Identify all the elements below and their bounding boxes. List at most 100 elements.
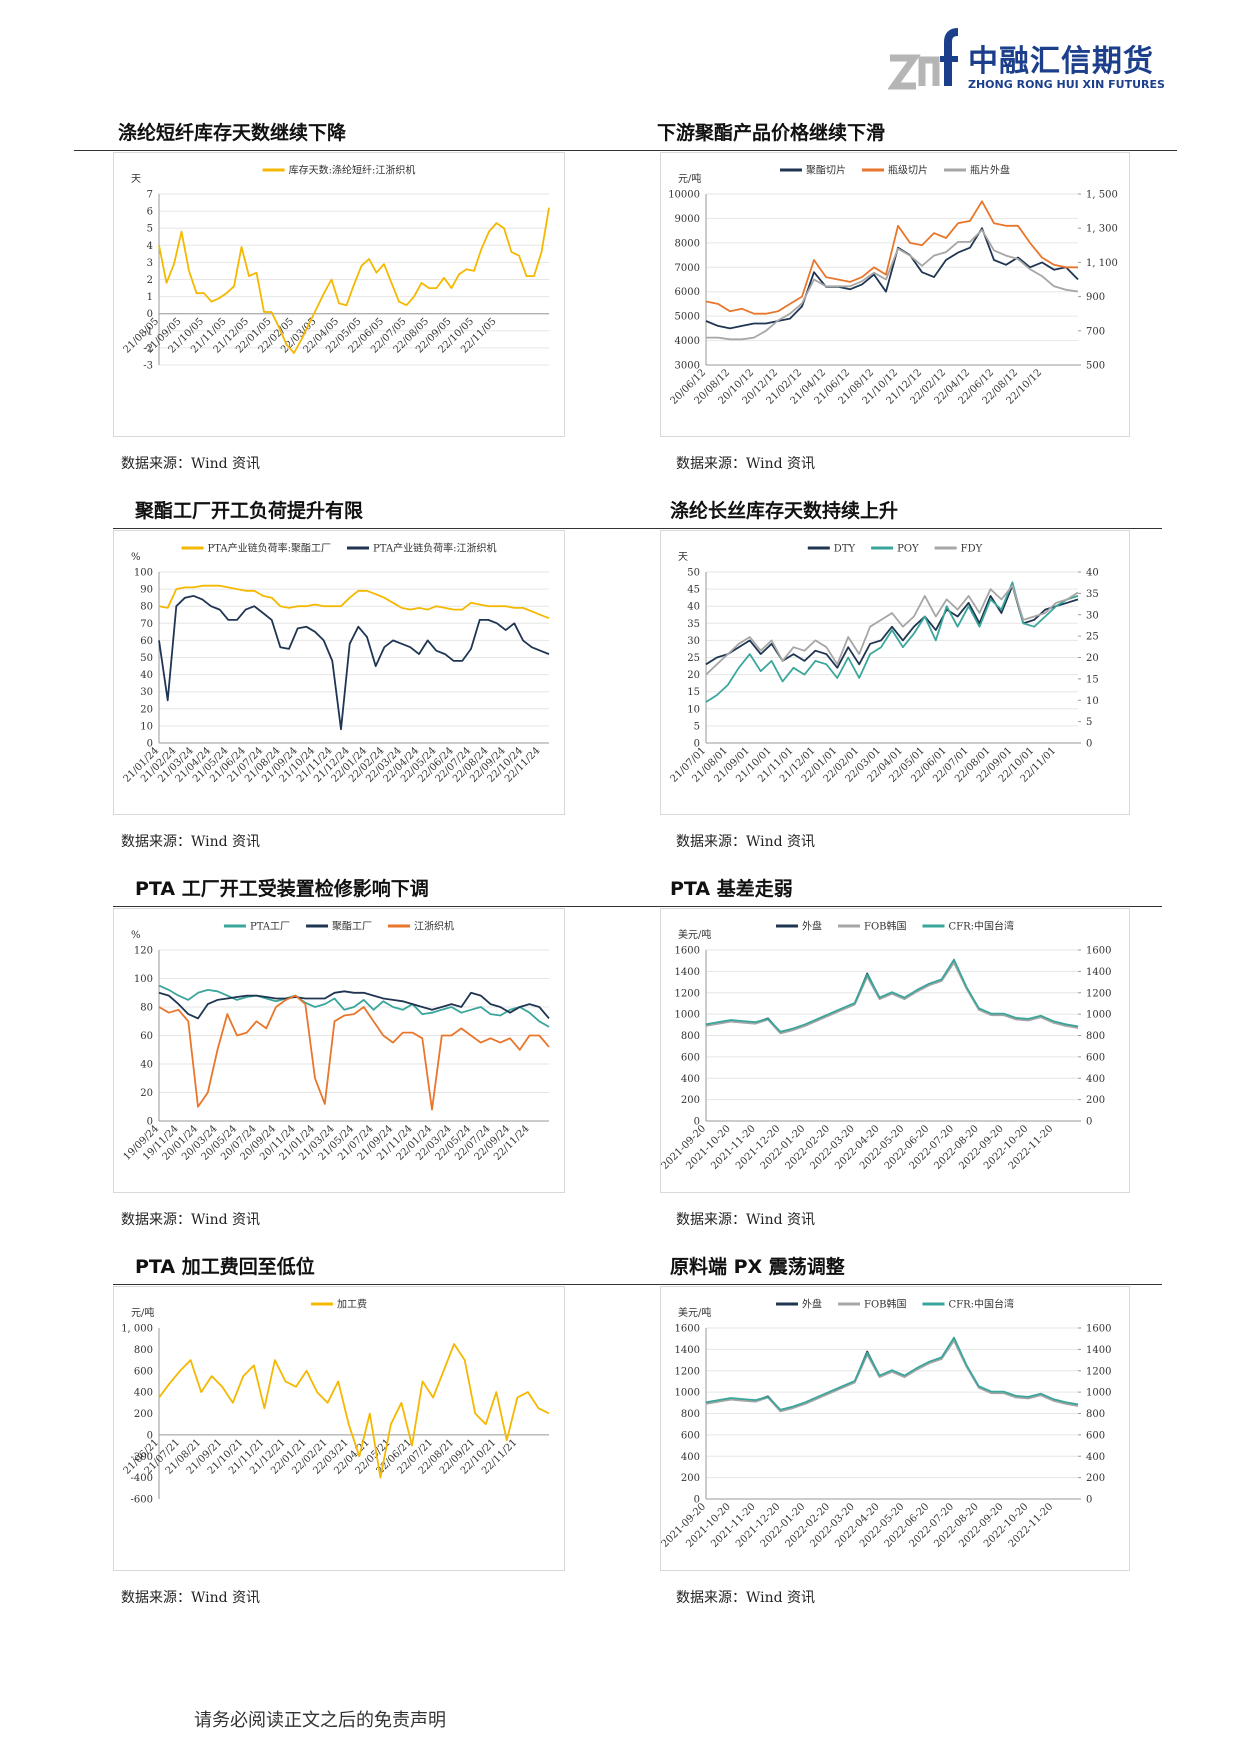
y-tick-label: 600 — [134, 1366, 153, 1377]
section-title: 聚酯工厂开工负荷提升有限 — [135, 500, 364, 522]
y-tick-label: 60 — [140, 636, 153, 647]
y-tick-label: 3000 — [675, 361, 700, 372]
legend-label: FDY — [961, 544, 983, 555]
y2-tick-label: 0 — [1086, 1495, 1092, 1506]
series-line — [158, 994, 550, 1111]
y-unit: % — [131, 930, 141, 941]
legend: 外盘 FOB韩国 CFR:中国台湾 — [776, 920, 1014, 933]
chart-frame — [660, 1286, 1130, 1571]
y-tick-label: 4000 — [675, 336, 700, 347]
series-line — [705, 1336, 1079, 1411]
y-tick-label: 0 — [147, 309, 153, 320]
section-title: PTA 加工费回至低位 — [135, 1256, 315, 1278]
y-tick-label: 1400 — [675, 1345, 700, 1356]
y-tick-label: 9000 — [675, 214, 700, 225]
y-tick-label: 600 — [681, 1430, 700, 1441]
y-tick-label: 1600 — [675, 946, 700, 957]
y-tick-label: 40 — [687, 602, 700, 613]
y-tick-label: 1000 — [675, 1388, 700, 1399]
logo-mark — [888, 28, 958, 90]
series-line — [705, 584, 1079, 669]
y-tick-label: 80 — [140, 602, 153, 613]
y-tick-label: 7 — [147, 190, 153, 201]
y-tick-label: 80 — [140, 1003, 153, 1014]
y-unit: 元/吨 — [678, 172, 701, 185]
y2-tick-label: 0 — [1086, 1117, 1092, 1128]
y-tick-label: -3 — [143, 361, 153, 372]
chart: 天05101520253035404550051015202530354021/… — [660, 530, 1130, 815]
y-tick-label: 25 — [687, 653, 700, 664]
y-tick-label: 10 — [687, 704, 700, 715]
y2-tick-label: 1200 — [1086, 988, 1111, 999]
legend-label: CFR:中国台湾 — [949, 1298, 1015, 1311]
legend: PTA产业链负荷率:聚酯工厂 PTA产业链负荷率:江浙织机 — [181, 542, 496, 555]
y2-tick-label: 5 — [1086, 717, 1092, 728]
source-note: 数据来源：Wind 资讯 — [121, 456, 261, 472]
y-tick-label: 400 — [681, 1074, 700, 1085]
x-tick-label: 2022-11-20 — [1007, 1501, 1056, 1550]
y-tick-label: 50 — [140, 653, 153, 664]
y2-tick-label: 35 — [1086, 589, 1099, 600]
chart-frame — [660, 530, 1130, 815]
legend-label: POY — [897, 544, 919, 555]
series-line — [705, 958, 1079, 1033]
legend: 聚酯切片 瓶级切片 瓶片外盘 — [780, 164, 1010, 177]
logo-f-bar — [940, 56, 958, 62]
y-tick-label: 8000 — [675, 238, 700, 249]
y-tick-label: 1, 000 — [121, 1324, 153, 1335]
series-line — [705, 1339, 1079, 1413]
series-line — [705, 961, 1079, 1035]
legend-label: 库存天数:涤纶短纤:江浙织机 — [289, 164, 416, 177]
y2-tick-label: 800 — [1086, 1409, 1105, 1420]
legend-label: 瓶级切片 — [888, 164, 928, 177]
y2-tick-label: 400 — [1086, 1074, 1105, 1085]
y-tick-label: 70 — [140, 619, 153, 630]
y-tick-label: -200 — [131, 1452, 153, 1463]
y-tick-label: 1000 — [675, 1010, 700, 1021]
chart: 美元/吨 0 200 400 600 800 1000 1200 1400 1600 0 200 400… — [660, 1286, 1130, 1571]
legend-label: 外盘 — [802, 920, 822, 933]
y-unit: % — [131, 552, 141, 563]
y2-tick-label: 500 — [1086, 361, 1105, 372]
y-tick-label: 0 — [694, 739, 700, 750]
y-tick-label: 90 — [140, 585, 153, 596]
y-tick-label: 1 — [147, 292, 153, 303]
y-tick-label: 5000 — [675, 312, 700, 323]
y-tick-label: -2 — [143, 343, 153, 354]
chart: 天-3-2-10123456721/08/0521/09/0521/10/052… — [113, 152, 565, 437]
y-tick-label: 35 — [687, 619, 700, 630]
legend-label: 聚酯切片 — [806, 164, 846, 177]
y-tick-label: 45 — [687, 585, 700, 596]
section-title: 下游聚酯产品价格继续下滑 — [657, 122, 886, 144]
y2-tick-label: 1, 300 — [1086, 224, 1118, 235]
y-tick-label: 400 — [134, 1388, 153, 1399]
y2-tick-label: 900 — [1086, 292, 1105, 303]
y-tick-label: 5 — [147, 224, 153, 235]
section-rule — [113, 906, 1162, 907]
y-tick-label: 600 — [681, 1052, 700, 1063]
y2-tick-label: 600 — [1086, 1430, 1105, 1441]
chart-frame — [113, 1286, 565, 1571]
y-tick-label: 200 — [134, 1409, 153, 1420]
y-tick-label: 40 — [140, 670, 153, 681]
source-note: 数据来源：Wind 资讯 — [676, 1212, 816, 1228]
y-tick-label: 1600 — [675, 1324, 700, 1335]
y2-tick-label: 40 — [1086, 568, 1099, 579]
section-rule — [74, 150, 1177, 151]
y-tick-label: 50 — [687, 568, 700, 579]
y-unit: 天 — [678, 552, 688, 563]
y-tick-label: 800 — [681, 1409, 700, 1420]
y-tick-label: 100 — [134, 974, 153, 985]
section-title: 涤纶长丝库存天数持续上升 — [670, 500, 899, 522]
series-line — [158, 1343, 550, 1479]
section-rule — [113, 528, 1162, 529]
y-tick-label: 3 — [147, 258, 153, 269]
legend-label: PTA工厂 — [250, 922, 290, 933]
source-note: 数据来源：Wind 资讯 — [676, 456, 816, 472]
y-unit: 元/吨 — [131, 1306, 154, 1319]
section-title: 涤纶短纤库存天数继续下降 — [118, 122, 347, 144]
y2-tick-label: 1400 — [1086, 1345, 1111, 1356]
y2-tick-label: 1000 — [1086, 1010, 1111, 1021]
y-tick-label: 20 — [140, 704, 153, 715]
